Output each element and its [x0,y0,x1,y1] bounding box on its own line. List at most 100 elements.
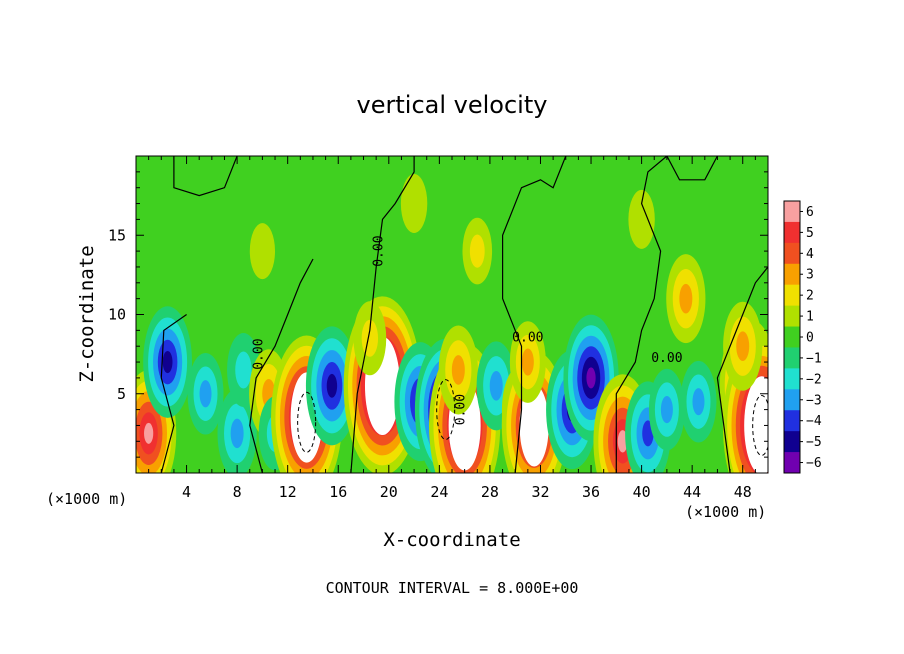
velocity-level [628,189,655,249]
zero-contour [666,156,718,181]
velocity-cell [305,326,358,446]
velocity-level [144,422,154,444]
velocity-cell [666,254,706,344]
colorbar-label: 4 [806,247,814,262]
y-tick-label: 15 [108,226,126,244]
velocity-cell [187,352,224,435]
x-tick-label: 16 [329,483,347,501]
x-tick-label: 24 [430,483,448,501]
colorbar-label: −2 [806,372,822,387]
y-axis-label: Z-coordinate [76,245,98,382]
colorbar-label: 5 [806,226,814,241]
y-axis-ticks: 5 10 15 [108,171,768,458]
contour-label: 0.00 [651,351,682,366]
contour-labels: 0.00 0.00 0.00 0.00 0.00 [251,235,682,425]
velocity-level [400,174,428,234]
x-tick-label: 20 [380,483,398,501]
velocity-level [230,418,244,449]
velocity-level [235,351,252,389]
zero-contour [502,156,567,473]
colorbar-label: −3 [806,393,822,408]
negative-contour [297,391,317,453]
colorbar: 6 5 4 3 2 1 0 −1 −2 −3 −4 −5 −6 [783,200,822,474]
colorbar-swatch [784,201,800,223]
velocity-level [617,430,628,453]
y-tick-label: 5 [117,385,126,403]
velocity-level [361,319,379,357]
colorbar-label: 1 [806,310,814,325]
contour-label: 0.00 [251,338,266,369]
colorbar-label: 2 [806,289,814,304]
contour-label: 0.00 [512,330,543,345]
contour-label: 0.00 [371,235,386,266]
x-unit-right: (×1000 m) [685,503,766,521]
zero-contour [615,156,668,473]
velocity-level [660,396,673,424]
colorbar-swatch [784,431,800,453]
x-tick-label: 28 [481,483,499,501]
velocity-cell [400,174,428,234]
velocity-level [199,380,212,408]
colorbar-label: 6 [806,205,814,220]
colorbar-swatch [784,347,800,369]
velocity-level [249,223,275,280]
velocity-level [489,371,503,401]
velocity-level [692,388,705,416]
velocity-cell [217,388,257,473]
velocity-peak [519,384,549,467]
contour-lines [160,156,768,473]
x-axis-label: X-coordinate [383,529,520,551]
velocity-blobs [136,174,768,473]
velocity-level [326,373,338,398]
x-tick-label: 44 [683,483,701,501]
colorbar-swatch [784,284,800,307]
colorbar-swatch [784,305,800,328]
x-tick-label: 4 [182,483,191,501]
velocity-peak [744,376,768,473]
colorbar-swatch [784,389,800,411]
negative-contour [436,379,456,441]
zero-contour [160,314,187,473]
velocity-cell [628,189,655,249]
colorbar-swatch [784,221,800,244]
y-tick-label: 10 [108,306,126,324]
velocity-level [451,355,465,385]
colorbar-swatch [784,326,800,348]
velocity-cell [438,325,478,415]
colorbar-label: 0 [806,331,814,346]
colorbar-label: 3 [806,268,814,283]
heatmap-field: 0.00 0.00 0.00 0.00 0.00 [136,156,768,473]
colorbar-swatch [784,242,800,265]
contour-label: 0.00 [454,394,469,425]
velocity-level [162,350,173,374]
negative-contour [752,394,768,456]
colorbar-swatch [784,410,800,432]
colorbar-label: −5 [806,435,822,450]
colorbar-label: −1 [806,351,822,366]
x-tick-label: 48 [734,483,752,501]
x-tick-label: 32 [531,483,549,501]
zero-contour [173,156,238,197]
velocity-cell [462,217,493,285]
velocity-cell [249,223,275,280]
colorbar-swatch [784,452,800,474]
velocity-level [521,348,534,376]
x-unit-left: (×1000 m) [46,490,127,508]
zero-contour [249,258,314,473]
zero-contour [350,156,415,473]
contour-interval-footer: CONTOUR INTERVAL = 8.000E+00 [326,579,579,597]
colorbar-swatch [784,263,800,286]
zero-contour [716,266,768,473]
x-tick-label: 40 [633,483,651,501]
colorbar-swatch [784,368,800,390]
velocity-level [679,283,693,314]
velocity-level [586,367,596,389]
velocity-cell [353,301,387,376]
velocity-cell [680,360,717,443]
x-axis-ticks: 4 8 12 16 20 24 28 32 36 40 44 48 [148,156,756,501]
velocity-level [736,331,750,362]
colorbar-label: −4 [806,414,822,429]
velocity-cell [143,306,193,418]
x-tick-label: 8 [233,483,242,501]
